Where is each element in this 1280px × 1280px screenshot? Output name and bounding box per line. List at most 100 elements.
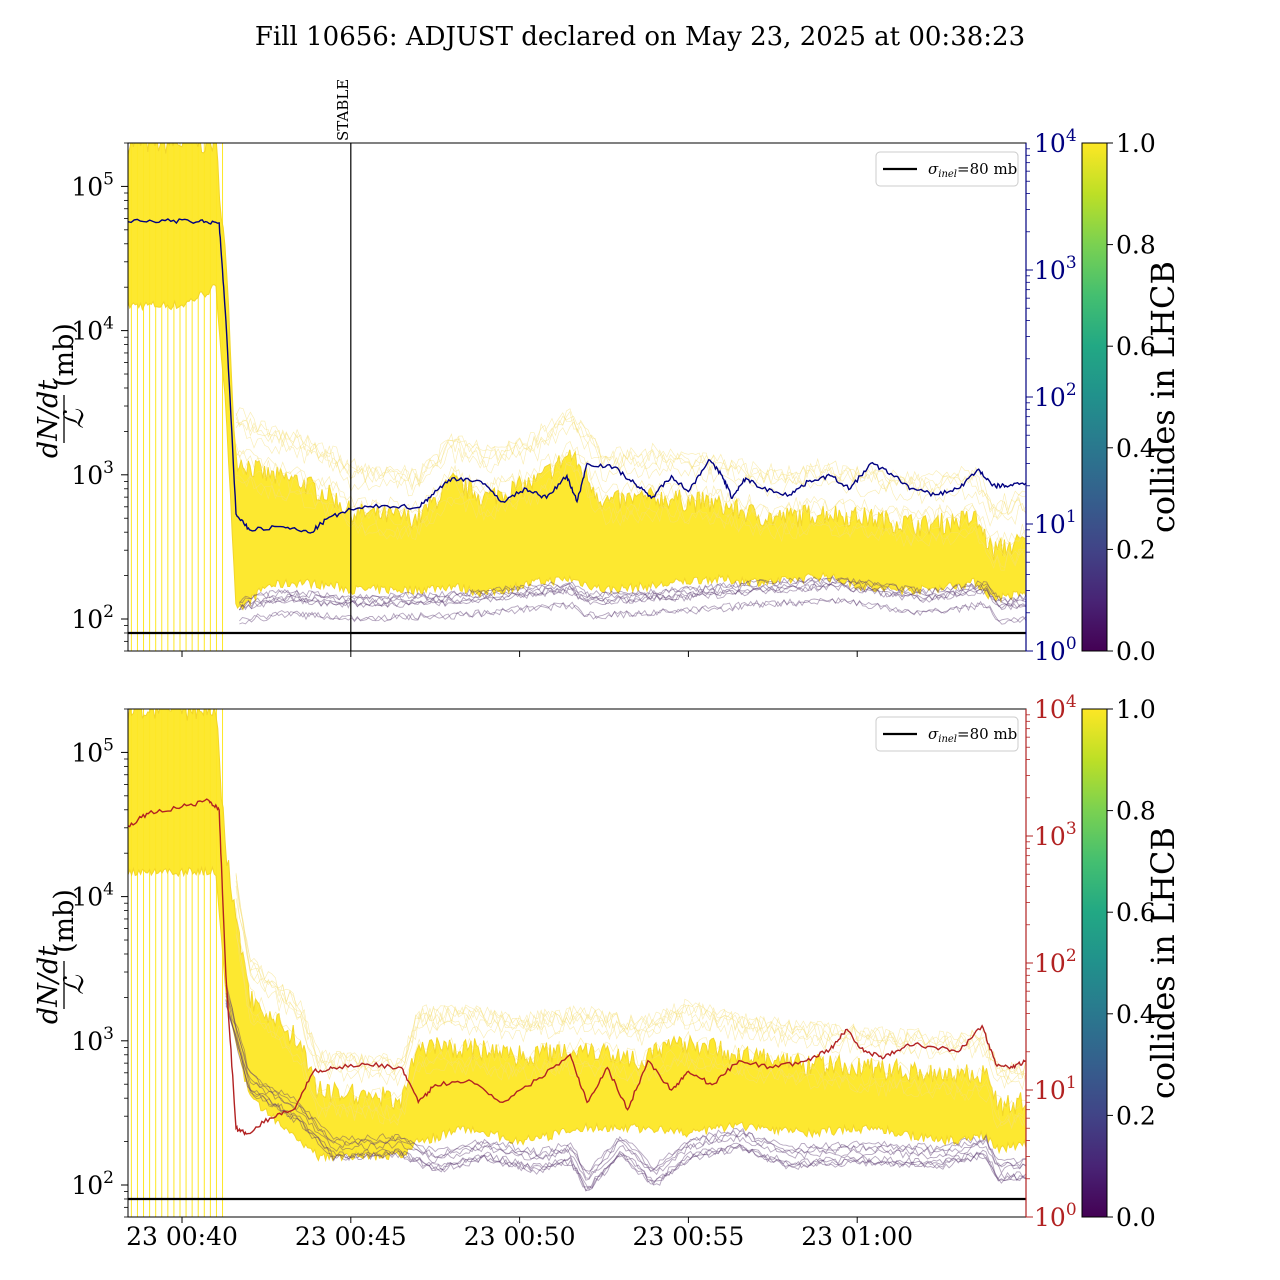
- bottom-faint-traces: [235, 872, 1026, 1130]
- y2-tick-label: 103: [1034, 253, 1077, 285]
- top-right-axis: 100 101 102 103 104: [1025, 126, 1077, 666]
- faint-trace: [235, 875, 1026, 1078]
- colorbar-tick-label: 1.0: [1116, 695, 1156, 724]
- purple-trace: [239, 598, 1026, 625]
- colorbar-tick-label: 0.2: [1116, 535, 1156, 564]
- faint-trace: [235, 885, 1026, 1090]
- purple-trace: [225, 999, 1026, 1192]
- top-colorbar: 0.0 0.2 0.4 0.6 0.8 1.0 collides in LHCB: [1081, 129, 1182, 666]
- y2-tick-label: 102: [1034, 380, 1077, 412]
- faint-trace: [235, 874, 1026, 1080]
- x-tick-label: 23 00:45: [295, 1222, 407, 1251]
- purple-trace: [225, 984, 1026, 1172]
- x-tick-label: 23 00:40: [126, 1222, 238, 1251]
- y2-tick-label: 104: [1034, 692, 1077, 724]
- y-tick-label: 102: [71, 602, 114, 634]
- bottom-colorbar-ticks: 0.0 0.2 0.4 0.6 0.8 1.0: [1107, 695, 1156, 1232]
- faint-trace: [235, 453, 1026, 558]
- colorbar-tick-label: 0.0: [1116, 1203, 1156, 1232]
- y-tick-label: 103: [71, 1024, 114, 1056]
- bottom-purple-traces: [225, 981, 1026, 1192]
- top-ylabel-num: dN/dt: [33, 380, 64, 458]
- colorbar-tick-label: 0.8: [1116, 231, 1156, 260]
- purple-trace: [225, 1002, 1026, 1189]
- bottom-ylabel-num: dN/dt: [33, 946, 64, 1024]
- colorbar-tick-label: 0.8: [1116, 797, 1156, 826]
- colorbar-tick-label: 1.0: [1116, 129, 1156, 158]
- colorbar-tick-label: 0.6: [1116, 332, 1156, 361]
- y-tick-label: 102: [71, 1168, 114, 1200]
- y-tick-label: 105: [71, 735, 114, 767]
- faint-trace: [235, 908, 1026, 1110]
- y2-tick-label: 102: [1034, 946, 1077, 978]
- bottom-right-axis-series-line: [128, 798, 1026, 1137]
- bottom-colorbar: 0.0 0.2 0.4 0.6 0.8 1.0 collides in LHCB: [1081, 695, 1182, 1232]
- top-purple-traces: [239, 575, 1026, 625]
- purple-trace: [239, 581, 1026, 611]
- bottom-y-label: dN/dt ℒ (mb): [33, 889, 90, 1024]
- purple-trace: [225, 981, 1026, 1176]
- purple-trace: [225, 1005, 1026, 1191]
- chart-title: Fill 10656: ADJUST declared on May 23, 2…: [255, 22, 1025, 52]
- y2-tick-label: 104: [1034, 126, 1077, 158]
- faint-trace: [235, 872, 1026, 1081]
- stable-label: STABLE: [334, 79, 352, 141]
- faint-trace: [235, 463, 1026, 571]
- top-x-axis: [181, 651, 858, 657]
- bottom-legend: σinel=80 mb: [875, 716, 1019, 752]
- bottom-legend-entry: σinel=80 mb: [928, 725, 1017, 745]
- purple-trace: [239, 578, 1026, 608]
- faint-trace: [235, 408, 1026, 515]
- bottom-x-axis: 23 00:40 23 00:45 23 00:50 23 00:55 23 01:00: [126, 1217, 913, 1251]
- faint-trace: [235, 410, 1026, 520]
- bottom-axes-frame: [127, 708, 1027, 1218]
- y2-tick-label: 101: [1034, 507, 1077, 539]
- x-tick-label: 23 01:00: [801, 1222, 913, 1251]
- faint-trace: [235, 880, 1026, 1076]
- purple-trace: [239, 596, 1026, 623]
- y-tick-label: 105: [71, 169, 114, 201]
- bottom-right-axis: 100 101 102 103 104: [1025, 692, 1077, 1232]
- faint-trace: [235, 934, 1026, 1127]
- faint-trace: [235, 421, 1026, 527]
- y2-tick-label: 103: [1034, 819, 1077, 851]
- purple-trace: [239, 583, 1026, 611]
- purple-trace: [239, 582, 1026, 611]
- bottom-colorbar-label: collides in LHCB: [1144, 827, 1182, 1099]
- y-tick-label: 103: [71, 458, 114, 490]
- top-right-axis-series-line: [128, 218, 1026, 534]
- y-tick-label: 104: [71, 314, 114, 346]
- top-panel: STABLE 102 103 104 105 100 101 102 103 104 dN/d…: [33, 79, 1182, 666]
- x-tick-label: 23 00:55: [632, 1222, 744, 1251]
- top-ylabel-den: ℒ: [59, 409, 90, 429]
- bottom-ylabel-unit: (mb): [49, 889, 80, 953]
- colorbar-tick-label: 0.0: [1116, 637, 1156, 666]
- colorbar-tick-label: 0.4: [1116, 1000, 1156, 1029]
- top-plot-area: [128, 143, 1026, 651]
- purple-trace: [225, 1000, 1026, 1191]
- x-tick-label: 23 00:50: [464, 1222, 576, 1251]
- faint-trace: [235, 898, 1026, 1091]
- bottom-ylabel-den: ℒ: [59, 975, 90, 995]
- colorbar-tick-label: 0.6: [1116, 898, 1156, 927]
- top-colorbar-label: collides in LHCB: [1144, 261, 1182, 533]
- top-yellow-band: [128, 143, 1026, 611]
- top-left-axis: 102 103 104 105: [71, 142, 128, 652]
- colorbar-tick-label: 0.2: [1116, 1101, 1156, 1130]
- faint-trace: [235, 462, 1026, 569]
- top-y-label: dN/dt ℒ (mb): [33, 323, 90, 458]
- faint-trace: [235, 934, 1026, 1130]
- bottom-yellow-band: [128, 709, 1026, 1163]
- colorbar-tick-label: 0.4: [1116, 434, 1156, 463]
- faint-trace: [235, 441, 1026, 546]
- y2-tick-label: 100: [1034, 634, 1077, 666]
- faint-trace: [235, 924, 1026, 1128]
- y2-tick-label: 100: [1034, 1200, 1077, 1232]
- purple-trace: [239, 576, 1026, 604]
- top-legend-entry: σinel=80 mb: [928, 160, 1017, 180]
- bottom-plot-area: [128, 709, 1026, 1217]
- y2-tick-label: 101: [1034, 1073, 1077, 1105]
